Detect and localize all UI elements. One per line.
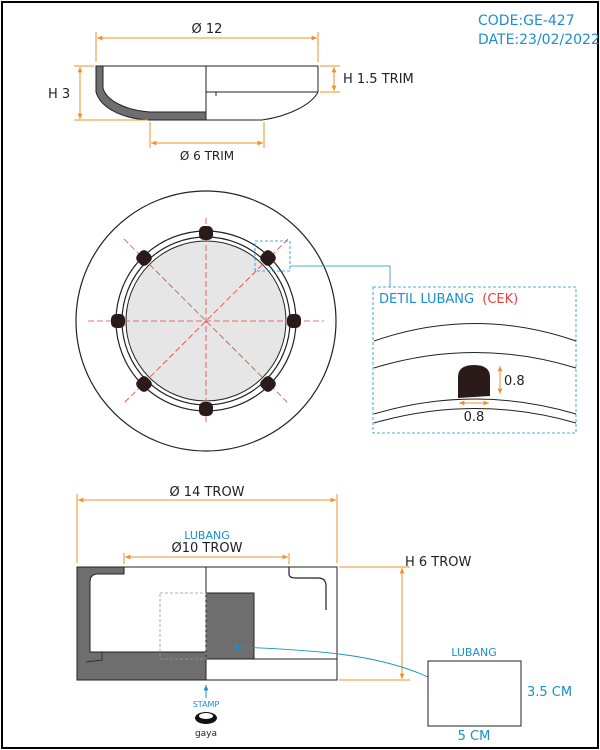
bump-tr	[260, 250, 276, 266]
inner-diameter-label: Ø10 TROW	[172, 541, 243, 556]
lubang-hole	[205, 592, 255, 660]
detail-title: DETIL LUBANG (CEK)	[379, 292, 518, 307]
centerlines	[88, 218, 324, 424]
rubber-bumps	[111, 226, 301, 416]
bump-left	[111, 314, 125, 328]
bowl-outline	[206, 65, 319, 121]
lubang-leader	[236, 646, 429, 678]
lubang-box: LUBANG 3.5 CM 5 CM	[427, 646, 572, 744]
detail-leader	[290, 265, 391, 287]
lubang-rect	[427, 660, 522, 727]
lubang-inner-label: LUBANG	[184, 529, 229, 542]
bowl-height-label: H 3	[48, 87, 70, 102]
detail-height: 0.8	[504, 374, 525, 389]
stamp-label: STAMP	[193, 700, 220, 709]
base-diameter-label: Ø 6 TRIM	[180, 149, 234, 163]
code-text: CODE:GE-427	[478, 13, 575, 29]
lubang-box-label: LUBANG	[451, 646, 496, 659]
bump-br	[260, 376, 276, 392]
gaya-logo: gaya	[195, 712, 217, 739]
detail-bump	[458, 365, 490, 398]
tray-height-label: H 6 TROW	[405, 555, 472, 570]
bump-bl	[136, 376, 152, 392]
bump-tl	[136, 250, 152, 266]
tray-section-fill	[76, 566, 207, 681]
tray-diameter-label: Ø 14 TROW	[169, 485, 244, 500]
detail-width: 0.8	[464, 410, 485, 425]
plan-view	[75, 190, 391, 452]
trim-height-label: H 1.5 TRIM	[343, 72, 414, 87]
lubang-box-height: 3.5 CM	[527, 685, 572, 700]
detail-marker	[254, 240, 291, 272]
bump-bottom	[199, 402, 213, 416]
bowl-diameter-label: Ø 12	[192, 22, 223, 37]
lubang-box-width: 5 CM	[458, 729, 491, 744]
brand-text: gaya	[195, 729, 217, 739]
bump-top	[199, 226, 213, 240]
date-text: DATE:23/02/2022	[478, 32, 600, 48]
bump-right	[287, 314, 301, 328]
bowl-section-view: Ø 12 H 3 H 1.5 TRIM Ø 6 TRIM	[48, 22, 414, 163]
tray-section-view: Ø 14 TROW LUBANG Ø10 TROW H 6 TROW STAMP…	[76, 485, 472, 739]
detail-lubang: DETIL LUBANG (CEK) 0.8 0.8	[372, 286, 577, 434]
